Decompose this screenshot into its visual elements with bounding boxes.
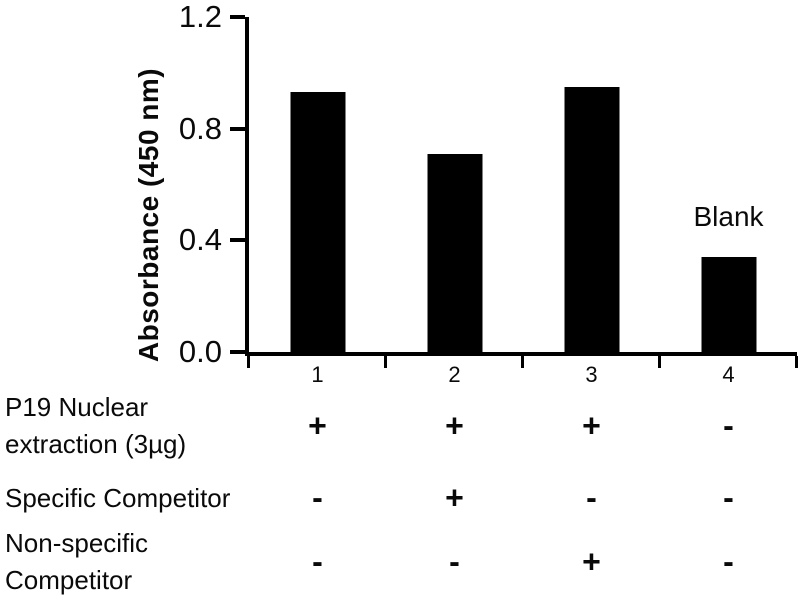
plot-area: 0.0 0.4 0.8 1.2 Blank (179, 0, 798, 369)
condition-row-label: P19 Nuclear extraction (3µg) (5, 388, 250, 464)
condition-cell: + (582, 407, 601, 444)
condition-row: P19 Nuclear extraction (3µg) + + + - (0, 388, 800, 464)
condition-row-label: Non-specific Competitor (5, 524, 250, 600)
x-category-label: 2 (448, 362, 461, 387)
condition-row-label-line: Competitor (5, 565, 133, 595)
condition-cell: - (723, 407, 734, 444)
y-tick-mark (230, 126, 245, 131)
condition-row-label-line: Non-specific (5, 528, 149, 558)
bar-annotation-blank: Blank (693, 201, 764, 232)
x-axis-category-labels: 1 2 3 4 (249, 360, 797, 390)
condition-cell: + (308, 407, 327, 444)
bar: Blank (693, 201, 764, 352)
condition-cell: - (449, 543, 460, 580)
bar (290, 92, 345, 352)
y-tick-mark (230, 15, 245, 19)
bar (564, 87, 619, 352)
condition-cell: + (445, 407, 464, 444)
x-tick-mark (658, 356, 661, 368)
y-tick-label: 0.8 (178, 110, 222, 146)
x-tick-mark (521, 356, 524, 368)
y-tick-mark (230, 238, 245, 243)
condition-row-label-line: P19 Nuclear (5, 392, 149, 422)
condition-cell: - (312, 543, 323, 580)
condition-row-cells: - + - - (249, 478, 797, 518)
condition-cell: + (445, 479, 464, 516)
x-tick-mark (795, 356, 798, 368)
condition-row-cells: - - + - (249, 524, 797, 600)
x-category-label: 4 (722, 362, 735, 387)
x-category-label: 3 (585, 362, 598, 387)
y-tick-label: 1.2 (178, 0, 222, 34)
x-category-label: 1 (311, 362, 324, 387)
bar (427, 154, 482, 352)
condition-row-cells: + + + - (249, 388, 797, 464)
condition-cell: - (723, 479, 734, 516)
x-tick-mark (247, 356, 250, 368)
condition-row: Specific Competitor - + - - (0, 478, 800, 518)
condition-cell: - (586, 479, 597, 516)
y-tick-mark (230, 350, 245, 354)
condition-cell: - (312, 479, 323, 516)
y-tick-label: 0.0 (178, 334, 222, 369)
y-tick-label: 0.4 (178, 222, 222, 258)
condition-row-label-line: Specific Competitor (5, 482, 231, 513)
condition-row-label: Specific Competitor (5, 478, 250, 518)
x-tick-mark (384, 356, 387, 368)
condition-row-label-line: extraction (3µg) (5, 429, 187, 459)
condition-row: Non-specific Competitor - - + - (0, 524, 800, 600)
condition-cell: - (723, 543, 734, 580)
condition-cell: + (582, 543, 601, 580)
